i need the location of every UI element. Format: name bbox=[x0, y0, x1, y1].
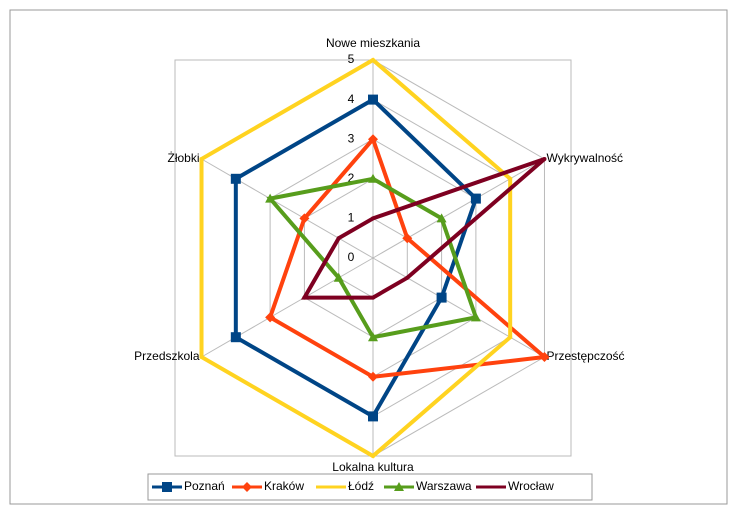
data-point bbox=[230, 173, 241, 184]
axis-spoke bbox=[372, 257, 545, 358]
axis-label: Przedszkola bbox=[134, 349, 200, 363]
axis-label: Lokalna kultura bbox=[332, 460, 414, 474]
axis-spoke bbox=[201, 257, 374, 358]
data-point bbox=[265, 193, 276, 203]
data-point bbox=[299, 213, 310, 224]
axis-label: Przestępczość bbox=[546, 349, 624, 363]
r-tick-label: 5 bbox=[348, 52, 355, 66]
data-point bbox=[405, 275, 410, 280]
legend-label: Łódź bbox=[348, 479, 374, 493]
data-point bbox=[368, 411, 378, 422]
r-tick-label: 3 bbox=[348, 131, 355, 145]
legend-label: Poznań bbox=[184, 479, 225, 493]
data-point bbox=[470, 312, 481, 322]
data-point bbox=[371, 295, 375, 300]
data-point bbox=[371, 216, 375, 221]
r-tick-label: 1 bbox=[348, 211, 355, 225]
data-point bbox=[265, 312, 276, 323]
data-point bbox=[333, 272, 344, 282]
legend-marker bbox=[394, 482, 404, 491]
data-point bbox=[508, 335, 513, 340]
data-point bbox=[368, 173, 378, 183]
legend-label: Kraków bbox=[264, 479, 304, 493]
r-tick-label: 2 bbox=[348, 171, 355, 185]
chart-frame bbox=[9, 9, 728, 505]
data-point bbox=[436, 213, 447, 223]
data-point bbox=[371, 58, 375, 62]
data-point bbox=[230, 332, 241, 343]
data-point bbox=[542, 157, 547, 161]
data-point bbox=[368, 134, 378, 145]
data-point bbox=[470, 193, 481, 204]
data-point bbox=[508, 176, 513, 181]
legend-marker bbox=[242, 482, 252, 492]
data-point bbox=[199, 157, 204, 161]
r-tick-label: 4 bbox=[348, 92, 355, 106]
data-point bbox=[371, 454, 375, 458]
data-point bbox=[368, 94, 378, 105]
data-point bbox=[302, 295, 307, 300]
axis-spoke bbox=[372, 158, 545, 259]
r-tick-label: 0 bbox=[348, 250, 355, 264]
axis-label: Nowe mieszkania bbox=[326, 36, 420, 50]
data-point bbox=[199, 355, 204, 359]
data-point bbox=[539, 352, 550, 362]
data-point bbox=[336, 236, 341, 241]
legend-marker bbox=[162, 482, 172, 492]
axis-spoke bbox=[201, 158, 374, 259]
data-point bbox=[436, 292, 447, 303]
legend-label: Wrocław bbox=[508, 479, 554, 493]
data-point bbox=[402, 233, 413, 244]
legend-label: Warszawa bbox=[416, 479, 472, 493]
data-point bbox=[368, 371, 378, 382]
legend-box bbox=[147, 473, 593, 501]
axis-label: Żłobki bbox=[168, 151, 200, 165]
data-point bbox=[368, 332, 378, 342]
axis-label: Wykrywalność bbox=[546, 151, 623, 165]
